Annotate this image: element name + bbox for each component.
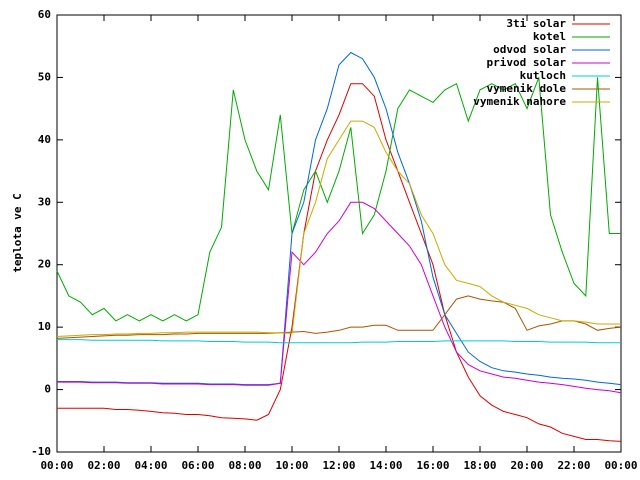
- x-tick-label: 02:00: [87, 459, 120, 472]
- y-tick-label: -10: [31, 445, 51, 458]
- series-line: [57, 201, 622, 394]
- x-tick-label: 00:00: [604, 459, 637, 472]
- x-tick-label: 14:00: [369, 459, 402, 472]
- legend-label: privod solar: [487, 56, 567, 69]
- y-tick-label: 20: [38, 258, 51, 271]
- series-line: [57, 83, 622, 442]
- y-tick-label: 40: [38, 133, 51, 146]
- y-tick-label: 0: [44, 383, 51, 396]
- x-tick-label: 16:00: [416, 459, 449, 472]
- y-tick-label: 50: [38, 70, 51, 83]
- series-line: [57, 51, 622, 386]
- x-tick-label: 10:00: [275, 459, 308, 472]
- x-tick-label: 18:00: [463, 459, 496, 472]
- legend-label: kotel: [533, 30, 566, 43]
- x-tick-label: 12:00: [322, 459, 355, 472]
- series-line: [57, 339, 621, 344]
- x-tick-label: 22:00: [557, 459, 590, 472]
- x-tick-label: 00:00: [40, 459, 73, 472]
- y-axis-label: teplota ve C: [11, 193, 24, 272]
- series-line: [56, 120, 621, 337]
- x-tick-label: 08:00: [228, 459, 261, 472]
- series-line: [56, 295, 622, 339]
- legend-label: odvod solar: [493, 43, 566, 56]
- x-tick-label: 06:00: [181, 459, 214, 472]
- legend-label: 3ti solar: [506, 17, 566, 30]
- legend-label: vymenik dole: [487, 82, 567, 95]
- legend-label: kutloch: [520, 69, 566, 82]
- y-tick-label: 30: [38, 195, 51, 208]
- y-tick-label: 10: [38, 320, 51, 333]
- legend-label: vymenik nahore: [473, 95, 566, 108]
- x-tick-label: 04:00: [134, 459, 167, 472]
- x-tick-label: 20:00: [510, 459, 543, 472]
- y-tick-label: 60: [38, 8, 51, 21]
- series-line: [56, 77, 621, 322]
